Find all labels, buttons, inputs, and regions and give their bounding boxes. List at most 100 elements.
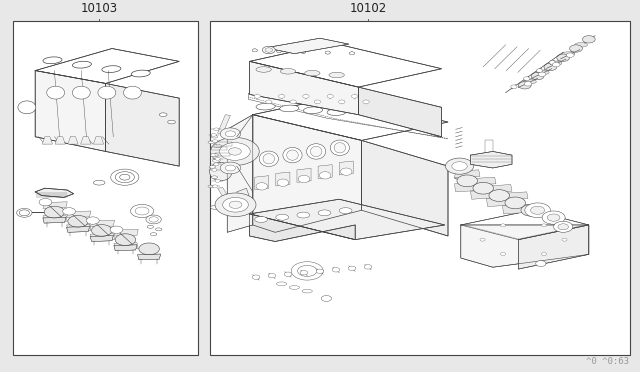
Circle shape [332, 267, 340, 272]
Polygon shape [43, 217, 66, 223]
Circle shape [211, 134, 216, 137]
Polygon shape [68, 137, 78, 144]
Ellipse shape [330, 140, 349, 155]
Circle shape [558, 224, 568, 230]
Ellipse shape [329, 72, 344, 78]
Circle shape [531, 206, 545, 214]
Circle shape [570, 45, 582, 52]
Circle shape [252, 49, 257, 52]
Circle shape [110, 226, 123, 233]
Circle shape [348, 266, 356, 270]
Circle shape [254, 94, 260, 98]
Circle shape [266, 100, 272, 104]
Polygon shape [253, 115, 362, 232]
Polygon shape [250, 61, 358, 115]
Circle shape [131, 204, 154, 218]
Circle shape [327, 94, 333, 98]
Circle shape [489, 190, 509, 201]
Circle shape [536, 261, 546, 266]
Circle shape [363, 100, 369, 104]
Ellipse shape [211, 205, 222, 209]
Ellipse shape [310, 146, 322, 157]
Ellipse shape [283, 147, 302, 163]
Circle shape [252, 49, 257, 52]
Polygon shape [67, 227, 90, 232]
Circle shape [518, 81, 531, 89]
Circle shape [351, 94, 358, 98]
Circle shape [290, 100, 296, 104]
Circle shape [212, 140, 218, 142]
Ellipse shape [263, 154, 275, 164]
Ellipse shape [276, 282, 287, 286]
Circle shape [146, 215, 161, 224]
Polygon shape [90, 233, 115, 240]
Ellipse shape [255, 217, 268, 222]
Ellipse shape [562, 52, 575, 56]
Polygon shape [266, 38, 349, 54]
Ellipse shape [307, 144, 326, 159]
Circle shape [212, 185, 218, 188]
Circle shape [220, 128, 241, 140]
Circle shape [445, 158, 474, 174]
Polygon shape [255, 176, 269, 190]
Polygon shape [358, 87, 442, 137]
Circle shape [541, 224, 547, 227]
Circle shape [582, 36, 595, 43]
Ellipse shape [93, 180, 105, 185]
Circle shape [215, 179, 220, 182]
Ellipse shape [47, 86, 65, 99]
Ellipse shape [276, 214, 289, 220]
Ellipse shape [318, 210, 331, 216]
Ellipse shape [147, 225, 154, 228]
Circle shape [228, 148, 241, 155]
Bar [211, 147, 227, 150]
Circle shape [215, 157, 220, 160]
Polygon shape [362, 140, 448, 236]
Ellipse shape [334, 142, 346, 153]
Circle shape [220, 162, 241, 174]
Polygon shape [454, 182, 480, 192]
Circle shape [325, 51, 330, 54]
Polygon shape [318, 165, 332, 179]
Circle shape [321, 295, 332, 301]
Text: ^0 ^0:63: ^0 ^0:63 [586, 357, 629, 366]
Circle shape [214, 128, 219, 131]
Ellipse shape [18, 101, 36, 114]
Circle shape [452, 162, 467, 170]
Bar [215, 153, 230, 156]
Polygon shape [470, 190, 496, 199]
Polygon shape [502, 204, 528, 214]
Circle shape [544, 63, 557, 71]
Circle shape [547, 214, 560, 221]
Polygon shape [218, 187, 230, 201]
Ellipse shape [302, 289, 312, 293]
Ellipse shape [289, 286, 300, 289]
Circle shape [500, 253, 506, 256]
Ellipse shape [327, 109, 346, 115]
Ellipse shape [536, 70, 549, 75]
Ellipse shape [298, 175, 310, 183]
Circle shape [265, 48, 273, 52]
Polygon shape [55, 137, 65, 144]
Polygon shape [470, 151, 512, 168]
Polygon shape [43, 215, 67, 221]
Bar [485, 140, 493, 166]
Circle shape [63, 208, 76, 215]
Circle shape [524, 81, 532, 86]
Circle shape [325, 51, 330, 54]
Text: 10102: 10102 [349, 3, 387, 15]
Ellipse shape [225, 195, 236, 200]
Ellipse shape [256, 183, 268, 190]
Circle shape [536, 69, 543, 73]
Circle shape [301, 50, 306, 53]
Text: 10103: 10103 [81, 3, 118, 15]
Ellipse shape [214, 144, 221, 148]
Polygon shape [42, 137, 52, 144]
Circle shape [115, 234, 136, 246]
Circle shape [268, 273, 276, 278]
Polygon shape [253, 96, 448, 140]
Circle shape [262, 46, 275, 54]
Circle shape [278, 94, 285, 98]
Polygon shape [35, 71, 106, 151]
Bar [216, 142, 232, 146]
